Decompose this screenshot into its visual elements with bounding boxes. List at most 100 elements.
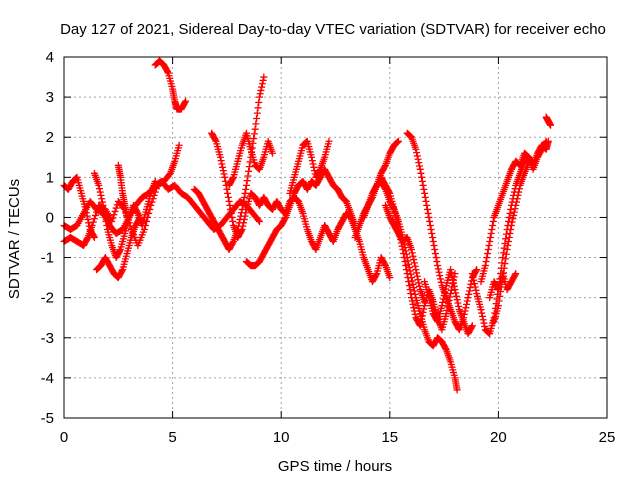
data-point-marker (88, 221, 96, 229)
data-series (490, 157, 533, 326)
data-point-marker (423, 201, 431, 209)
data-point-marker (242, 181, 250, 189)
data-point-marker (385, 188, 393, 196)
data-point-marker (515, 188, 523, 196)
data-point-marker (450, 279, 458, 287)
data-point-marker (216, 153, 224, 161)
data-point-marker (488, 225, 496, 233)
data-point-marker (151, 177, 159, 185)
data-point-marker (442, 344, 450, 352)
data-point-marker (260, 73, 268, 81)
data-point-marker (101, 213, 109, 221)
data-point-marker (408, 297, 416, 305)
data-point-marker (429, 234, 437, 241)
chart-title: Day 127 of 2021, Sidereal Day-to-day VTE… (60, 21, 606, 38)
data-point-marker (83, 235, 91, 243)
data-point-marker (417, 318, 425, 326)
data-point-marker (118, 267, 126, 275)
data-point-marker (436, 275, 444, 283)
data-point-marker (436, 272, 444, 280)
data-point-marker (418, 177, 426, 185)
data-point-marker (481, 322, 489, 330)
data-point-marker (484, 246, 492, 254)
x-tick-label: 10 (273, 429, 290, 446)
data-point-marker (418, 315, 426, 323)
data-point-marker (255, 217, 263, 225)
data-point-marker (416, 165, 424, 173)
data-point-marker (90, 232, 98, 240)
data-point-marker (481, 262, 489, 270)
data-point-marker (454, 299, 462, 307)
data-point-marker (419, 308, 427, 316)
data-point-marker (244, 172, 252, 180)
data-point-marker (238, 205, 246, 213)
y-tick-label: 1 (46, 169, 54, 186)
data-point-marker (409, 252, 417, 260)
data-point-marker (478, 309, 486, 317)
data-point-marker (400, 254, 408, 262)
data-point-marker (95, 181, 103, 189)
data-point-marker (439, 295, 447, 303)
data-point-marker (505, 213, 513, 221)
data-point-marker (430, 242, 438, 250)
data-point-marker (89, 218, 97, 226)
data-point-marker (438, 302, 446, 310)
data-point-marker (486, 234, 494, 241)
data-point-marker (109, 214, 117, 222)
data-point-marker (253, 115, 261, 123)
data-point-marker (510, 208, 518, 216)
x-tick-label: 0 (60, 429, 68, 446)
data-point-marker (103, 221, 111, 229)
data-point-marker (449, 276, 457, 284)
data-point-marker (405, 282, 413, 290)
data-point-marker (408, 249, 416, 257)
data-point-marker (511, 205, 519, 213)
data-point-marker (468, 323, 476, 331)
data-point-marker (407, 290, 415, 298)
data-point-marker (408, 277, 416, 285)
data-point-marker (486, 238, 494, 246)
data-series (381, 201, 429, 306)
data-point-marker (235, 219, 243, 227)
data-point-marker (433, 316, 441, 324)
data-point-marker (467, 280, 475, 288)
data-point-marker (413, 149, 421, 157)
data-point-marker (392, 215, 400, 223)
data-point-marker (310, 163, 318, 171)
data-point-marker (245, 167, 253, 175)
data-point-marker (468, 270, 476, 278)
data-point-marker (494, 302, 502, 310)
data-point-marker (84, 215, 92, 223)
data-point-marker (400, 250, 408, 258)
y-tick-label: -2 (41, 290, 54, 307)
data-point-marker (480, 319, 488, 327)
data-point-marker (381, 163, 389, 171)
data-series (190, 73, 268, 254)
data-point-marker (98, 195, 106, 203)
data-point-marker (432, 254, 440, 262)
data-point-marker (257, 86, 265, 94)
y-tick-label: -5 (41, 410, 54, 427)
data-point-marker (421, 189, 429, 197)
data-point-marker (101, 209, 109, 217)
data-point-marker (503, 246, 511, 254)
data-point-marker (453, 296, 461, 304)
x-tick-label: 20 (490, 429, 507, 446)
data-point-marker (501, 260, 509, 268)
data-point-marker (463, 300, 471, 308)
data-point-marker (471, 283, 479, 291)
data-point-marker (442, 285, 450, 293)
data-point-marker (259, 76, 267, 84)
data-point-marker (246, 158, 254, 166)
data-point-marker (497, 283, 505, 291)
data-point-marker (410, 307, 418, 315)
data-point-marker (487, 229, 495, 237)
data-point-marker (440, 292, 448, 300)
data-point-marker (507, 205, 515, 213)
data-point-marker (164, 68, 172, 76)
grid-lines (64, 57, 607, 418)
data-point-marker (116, 247, 124, 255)
data-point-marker (281, 215, 289, 223)
data-point-marker (227, 209, 235, 217)
data-point-marker (255, 93, 263, 101)
